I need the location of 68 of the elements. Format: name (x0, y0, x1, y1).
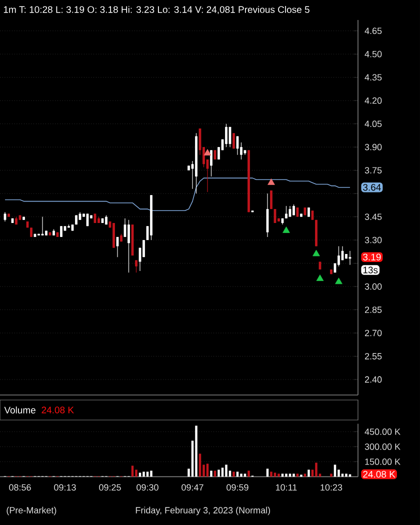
y-tick-label: 3.00 (364, 283, 382, 290)
bar (150, 470, 152, 477)
x-tick-label: 10:23 (320, 484, 342, 491)
y-tick-label: 3.30 (364, 236, 382, 244)
point (204, 149, 212, 156)
bar (240, 474, 242, 477)
x-tick-label: 08:56 (9, 484, 31, 491)
y-tick-label: 3.90 (364, 144, 382, 150)
bar (345, 474, 348, 477)
candlestick (210, 150, 212, 177)
chart-title: Volume (4, 406, 36, 414)
bar (142, 472, 145, 477)
y-tick-label: 2.55 (364, 353, 382, 360)
y-tick-label: 2.40 (364, 376, 382, 383)
x-tick-label: 09:47 (182, 484, 204, 491)
text: 3.64 (363, 184, 381, 191)
text: (Pre-Market) (6, 506, 56, 516)
bar (225, 464, 228, 477)
y-tick-label: 2.70 (364, 330, 382, 336)
candlestick (135, 260, 138, 273)
point (312, 250, 320, 256)
bar (315, 462, 318, 477)
bar (248, 470, 250, 477)
bar (292, 474, 295, 477)
bar (278, 474, 280, 477)
y-tick-label: 3.45 (364, 214, 382, 220)
bar (210, 470, 212, 477)
text: 24.08 K (363, 470, 396, 478)
chart-title: 1m T: 10:28 L: 3.19 O: 3.18 Hi: 3.23 Lo: 3.14 V: 24,081 Previous Close 5 (4, 6, 310, 14)
candlestick (142, 240, 145, 258)
bar (195, 426, 198, 477)
point (268, 178, 275, 185)
candlestick (285, 206, 288, 219)
x-tick-label: 09:59 (226, 484, 248, 491)
bar (330, 474, 332, 477)
candlestick (232, 132, 235, 149)
text: 24.08 K (42, 406, 74, 414)
candlestick (308, 207, 310, 218)
y-tick-label: 2.85 (364, 306, 382, 313)
bar (135, 470, 138, 477)
candlestick (60, 226, 62, 238)
candlestick (225, 124, 228, 148)
point (316, 274, 324, 281)
text: 13s (363, 266, 378, 274)
y-tick-label: 4.20 (364, 97, 382, 104)
text: Friday, February 3, 2023 (Normal) (136, 506, 270, 516)
y-tick-label: 4.65 (364, 28, 382, 34)
y-tick-label: 3.75 (364, 167, 382, 174)
x-tick-label: 10:11 (276, 484, 297, 491)
x-tick-label: 09:30 (136, 484, 158, 491)
bar (270, 472, 272, 477)
candlestick (30, 227, 32, 238)
bar (308, 470, 310, 477)
x-tick-label: 09:13 (54, 484, 76, 491)
y-tick-label: 150.00 K (365, 458, 400, 465)
point (335, 278, 342, 284)
candlestick (128, 220, 130, 273)
y-tick-label: 4.50 (364, 50, 382, 58)
bar (285, 474, 288, 477)
x-tick-label: 09:25 (99, 484, 121, 491)
y-tick-label: 4.05 (364, 120, 382, 128)
bar (232, 472, 235, 477)
y-tick-label: 4.35 (364, 74, 382, 81)
y-tick-label: 300.00 K (364, 444, 400, 450)
bar (218, 470, 220, 477)
text: 3.19 (363, 254, 381, 260)
point (282, 226, 290, 233)
y-tick-label: 450.00 K (364, 428, 400, 435)
